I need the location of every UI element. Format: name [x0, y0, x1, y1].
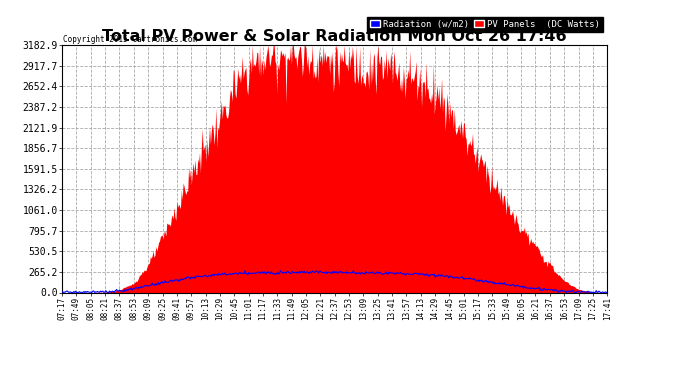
Title: Total PV Power & Solar Radiation Mon Oct 26 17:46: Total PV Power & Solar Radiation Mon Oct…: [102, 29, 567, 44]
Text: Copyright 2015 Cartronics.com: Copyright 2015 Cartronics.com: [63, 35, 197, 44]
Legend: Radiation (w/m2), PV Panels  (DC Watts): Radiation (w/m2), PV Panels (DC Watts): [367, 17, 602, 32]
